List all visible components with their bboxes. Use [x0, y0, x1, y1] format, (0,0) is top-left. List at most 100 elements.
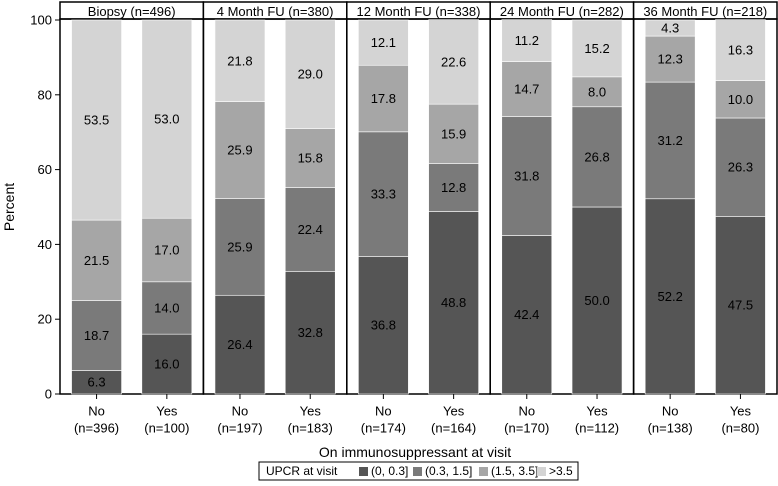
bar-segment [214, 198, 266, 296]
y-tick-label: 0 [45, 387, 52, 402]
x-tick-label: No [232, 404, 249, 419]
data-label: 17.8 [371, 91, 396, 106]
data-label: 25.9 [227, 239, 252, 254]
bar-segment [284, 128, 336, 188]
panel: Biopsy (n=496) 6.3 18.7 21.5 53.5 No (n=396) 16… [59, 1, 205, 436]
x-tick-label: No [88, 404, 105, 419]
x-tick-label: No [518, 404, 535, 419]
panel-title: 4 Month FU (n=380) [217, 4, 334, 19]
data-label: 11.2 [515, 33, 539, 48]
panel: 24 Month FU (n=282) 42.4 31.8 14.7 11.2 No (n=… [489, 1, 635, 436]
bar-segment [214, 294, 266, 395]
data-label: 22.4 [298, 222, 323, 237]
x-tick-count: (n=80) [721, 421, 759, 436]
panel-title: 24 Month FU (n=282) [500, 4, 624, 19]
bar-segment [214, 19, 266, 102]
data-label: 15.9 [441, 126, 466, 141]
data-label: 48.8 [441, 295, 466, 310]
data-label: 8.0 [588, 84, 606, 99]
x-tick-label: Yes [156, 404, 178, 419]
bar-segment [358, 131, 409, 257]
bar-segment [284, 187, 336, 272]
legend: UPCR at visit (0, 0.3] (0.3, 1.5] (1.5, 3.5… [258, 461, 579, 481]
data-label: 18.7 [84, 328, 109, 343]
data-label: 33.3 [371, 187, 396, 202]
legend-swatch [359, 467, 368, 476]
data-label: 22.6 [441, 54, 466, 69]
bar-segment [571, 206, 623, 395]
y-tick-label: 40 [38, 237, 52, 252]
bar-segment [428, 211, 479, 395]
data-label: 16.3 [728, 43, 753, 58]
data-label: 42.4 [514, 307, 539, 322]
bar-segment [141, 333, 193, 395]
bar-segment [71, 300, 122, 371]
x-tick-label: Yes [730, 404, 752, 419]
data-label: 21.5 [84, 253, 109, 268]
bar-stack: 52.2 31.2 12.3 4.3 No (n=138) [644, 19, 696, 436]
x-tick-count: (n=174) [361, 421, 406, 436]
x-tick-count: (n=170) [504, 421, 549, 436]
y-tick-label: 60 [38, 162, 52, 177]
bar-stack: 42.4 31.8 14.7 11.2 No (n=170) [501, 19, 553, 436]
legend-label: (0, 0.3] [371, 464, 408, 478]
data-label: 12.3 [658, 52, 683, 67]
bar-stack: 47.5 26.3 10.0 16.3 Yes (n=80) [715, 19, 766, 436]
legend-title: UPCR at visit [266, 464, 338, 478]
data-label: 4.3 [661, 21, 679, 36]
legend-label: (1.5, 3.5] [491, 464, 538, 478]
data-label: 32.8 [298, 325, 323, 340]
bar-stack: 48.8 12.8 15.9 22.6 Yes (n=164) [428, 19, 479, 436]
x-tick-label: No [375, 404, 392, 419]
bar-segment [284, 19, 336, 129]
bar-segment [214, 101, 266, 199]
bar-segment [358, 64, 409, 133]
bar-stack: 32.8 22.4 15.8 29.0 Yes (n=183) [284, 19, 336, 436]
data-label: 26.4 [227, 337, 252, 352]
x-tick-count: (n=100) [144, 421, 189, 436]
y-axis-title: Percent [1, 183, 17, 231]
data-label: 53.0 [154, 112, 179, 127]
bar-segment [501, 19, 553, 62]
x-tick-label: No [662, 404, 679, 419]
bar-segment [571, 19, 623, 78]
data-label: 12.1 [371, 35, 396, 50]
data-label: 21.8 [227, 53, 252, 68]
x-axis-title-group: On immunosuppressant at visit [319, 444, 511, 460]
bar-segment [428, 163, 479, 212]
bar-segment [358, 19, 409, 66]
data-label: 52.2 [658, 289, 683, 304]
bar-segment [715, 216, 766, 395]
data-label: 16.0 [154, 357, 179, 372]
bar-segment [501, 116, 553, 236]
bar-segment [501, 61, 553, 117]
bar-segment [358, 256, 409, 395]
legend-swatch [413, 467, 422, 476]
bar-segment [501, 235, 553, 395]
legend-swatch [479, 467, 488, 476]
panel-title: Biopsy (n=496) [88, 4, 176, 19]
bar-segment [141, 19, 193, 219]
bar-segment [715, 80, 766, 119]
bar-segment [644, 19, 696, 37]
data-label: 15.8 [298, 151, 323, 166]
y-tick-label: 100 [30, 13, 52, 28]
data-label: 15.2 [584, 41, 609, 56]
data-label: 17.0 [154, 243, 179, 258]
y-tick-label: 80 [38, 87, 52, 102]
bar-segment [141, 217, 193, 283]
data-label: 36.8 [371, 318, 396, 333]
data-label: 14.0 [154, 300, 179, 315]
x-tick-count: (n=183) [288, 421, 333, 436]
x-tick-count: (n=138) [648, 421, 693, 436]
bar-segment [428, 103, 479, 164]
x-tick-count: (n=396) [74, 421, 119, 436]
data-label: 47.5 [728, 298, 753, 313]
bar-segment [284, 271, 336, 395]
data-label: 50.0 [584, 293, 609, 308]
data-label: 31.8 [514, 168, 539, 183]
x-tick-label: Yes [443, 404, 465, 419]
bar-segment [715, 117, 766, 217]
data-label: 6.3 [88, 375, 106, 390]
